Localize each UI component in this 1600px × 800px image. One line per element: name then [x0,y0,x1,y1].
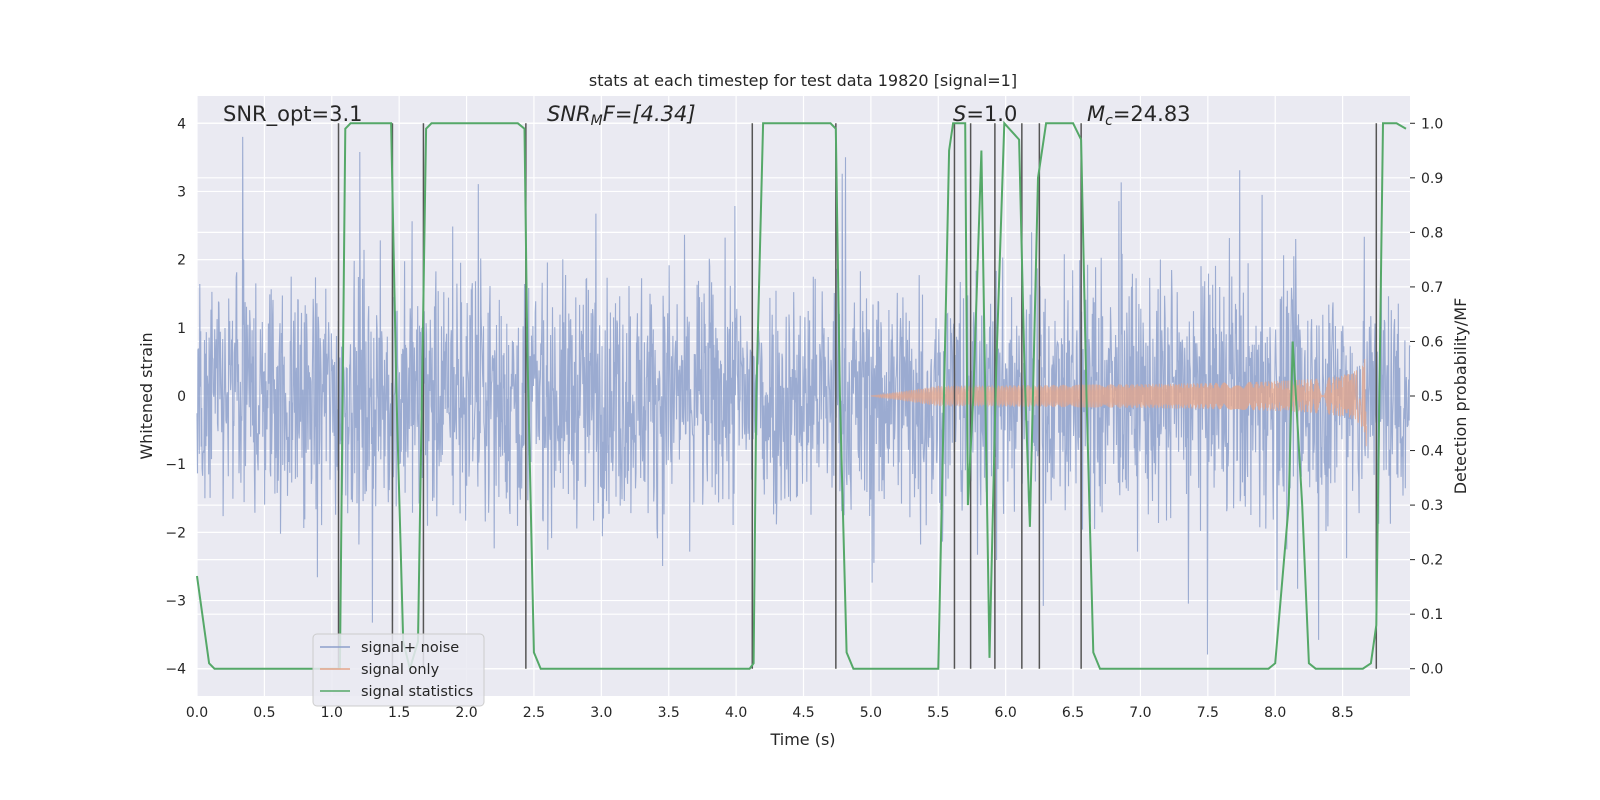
y-tick-label: −4 [165,662,186,678]
annotation-snr-mf-main: SNR [547,102,591,126]
annotation-s-tail: =1.0 [966,102,1017,126]
x-tick-label: 8.0 [1264,705,1286,721]
x-tick-label: 6.5 [1062,705,1084,721]
series-signal-only [870,358,1367,447]
y-right-tick-label: 0.5 [1421,389,1443,405]
x-tick-label: 1.0 [321,705,343,721]
y-tick-labels: −4 −3 −2 −1 0 1 2 3 4 [165,116,186,677]
x-tick-label: 3.0 [590,705,612,721]
signal-only-line [870,358,1367,447]
y-tick-label: 3 [177,184,186,200]
x-tick-label: 5.5 [927,705,949,721]
legend: signal+ noise signal only signal statist… [312,633,485,707]
annotation-mc-sub: c [1105,113,1113,129]
x-axis-label: Time (s) [769,730,835,749]
chart-title: stats at each timestep for test data 198… [589,71,1017,90]
y-tick-label: 1 [177,321,186,337]
y-right-tick-label: 0.9 [1421,171,1443,187]
y-right-tick-label: 0.0 [1421,662,1443,678]
annotation-snr-mf-tail: F=[4.34] [603,102,696,126]
y-axis-label: Whitened strain [137,332,156,459]
annotation-mc-main: M [1087,102,1105,126]
x-tick-label: 4.5 [792,705,814,721]
x-tick-label: 4.0 [725,705,747,721]
y-right-tick-label: 0.3 [1421,498,1443,514]
annotation-snr-mf-sub: M [591,113,603,129]
legend-box [312,633,485,707]
x-tick-label: 6.0 [995,705,1017,721]
x-tick-label: 1.5 [388,705,410,721]
annotation-mc: Mc=24.83 [1087,102,1191,129]
annotation-snr-mf: SNRMF=[4.34] [547,102,696,129]
x-tick-label: 7.0 [1129,705,1151,721]
legend-label-signal-statistics: signal statistics [361,684,473,700]
series-signal-plus-noise [196,136,1411,655]
x-tick-label: 0.0 [186,705,208,721]
y-right-axis-label: Detection probability/MF [1451,298,1470,495]
x-tick-label: 2.0 [455,705,477,721]
y-right-tick-label: 0.7 [1421,280,1443,296]
annotation-s: S=1.0 [953,102,1017,126]
signal-plus-noise-line [196,136,1411,655]
y-tick-label: 0 [177,389,186,405]
y-right-tick-labels: 0.0 0.1 0.2 0.3 0.4 0.5 0.6 0.7 0.8 0.9 1.0 [1421,116,1443,677]
x-tick-label: 2.5 [523,705,545,721]
y-right-tick-label: 0.2 [1421,553,1443,569]
y-right-tick-label: 0.4 [1421,444,1443,460]
annotation-s-main: S [953,102,966,126]
x-tick-label: 7.5 [1197,705,1219,721]
y-right-tick-label: 0.8 [1421,225,1443,241]
y-tick-label: −3 [165,594,186,610]
y-tick-label: −1 [165,457,186,473]
y-right-tick-label: 1.0 [1421,116,1443,132]
x-tick-labels: 0.0 0.5 1.0 1.5 2.0 2.5 3.0 3.5 4.0 4.5 5.0 5.5 6.0 6… [186,705,1354,721]
annotation-snr-opt: SNR_opt=3.1 [223,102,363,127]
annotation-mc-tail: =24.83 [1113,102,1191,126]
y-tick-label: −2 [165,525,186,541]
x-tick-label: 3.5 [658,705,680,721]
legend-label-signal-plus-noise: signal+ noise [361,640,459,656]
legend-label-signal-only: signal only [361,662,440,678]
x-tick-label: 0.5 [253,705,275,721]
y-right-tick-label: 0.1 [1421,607,1443,623]
x-tick-label: 8.5 [1331,705,1353,721]
y-tick-label: 2 [177,253,186,269]
y-tick-label: 4 [177,116,186,132]
x-tick-label: 5.0 [860,705,882,721]
y-right-tick-label: 0.6 [1421,334,1443,350]
